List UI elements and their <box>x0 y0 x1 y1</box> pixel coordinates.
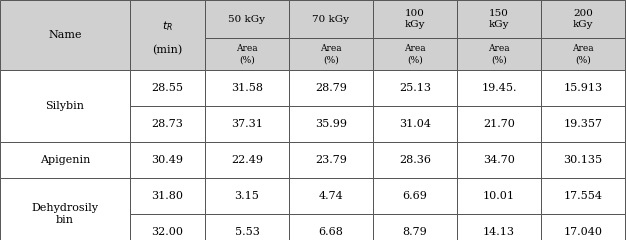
Text: 32.00: 32.00 <box>151 227 183 237</box>
Bar <box>0 142 130 178</box>
Bar <box>625 142 626 178</box>
Bar <box>205 106 289 142</box>
Text: 30.135: 30.135 <box>563 155 603 165</box>
Text: 5.53: 5.53 <box>235 227 259 237</box>
Bar <box>373 0 457 38</box>
Text: Dehydrosily
bin: Dehydrosily bin <box>31 203 98 225</box>
Text: Area
(%): Area (%) <box>320 44 342 64</box>
Bar <box>541 142 625 178</box>
Bar <box>457 106 541 142</box>
Text: 30.49: 30.49 <box>151 155 183 165</box>
Bar <box>457 142 541 178</box>
Text: 28.36: 28.36 <box>399 155 431 165</box>
Text: 31.04: 31.04 <box>399 119 431 129</box>
Text: 200
kGy: 200 kGy <box>573 9 593 29</box>
Bar <box>289 214 373 240</box>
Bar <box>289 0 373 38</box>
Bar <box>130 214 205 240</box>
Text: 10.01: 10.01 <box>483 191 515 201</box>
Bar <box>457 70 541 106</box>
Text: 100
kGy: 100 kGy <box>405 9 425 29</box>
Text: 8.79: 8.79 <box>403 227 428 237</box>
Bar <box>625 0 626 38</box>
Text: 22.49: 22.49 <box>231 155 263 165</box>
Bar <box>205 70 289 106</box>
Text: 50 kGy: 50 kGy <box>228 14 265 24</box>
Bar <box>130 0 205 70</box>
Bar <box>625 214 626 240</box>
Text: 21.70: 21.70 <box>483 119 515 129</box>
Bar <box>0 178 130 240</box>
Bar <box>289 70 373 106</box>
Bar <box>130 142 205 178</box>
Text: 37.31: 37.31 <box>231 119 263 129</box>
Text: Area
(%): Area (%) <box>236 44 258 64</box>
Text: 14.13: 14.13 <box>483 227 515 237</box>
Bar <box>205 38 289 70</box>
Bar <box>205 178 289 214</box>
Bar <box>541 106 625 142</box>
Bar <box>289 178 373 214</box>
Text: 4.74: 4.74 <box>319 191 344 201</box>
Text: 28.73: 28.73 <box>151 119 183 129</box>
Bar <box>541 70 625 106</box>
Text: 31.80: 31.80 <box>151 191 183 201</box>
Bar <box>457 178 541 214</box>
Text: Area
(%): Area (%) <box>488 44 510 64</box>
Bar <box>130 178 205 214</box>
Bar <box>373 142 457 178</box>
Text: Name: Name <box>48 30 82 40</box>
Text: 6.68: 6.68 <box>319 227 344 237</box>
Text: 31.58: 31.58 <box>231 83 263 93</box>
Bar <box>541 38 625 70</box>
Bar <box>373 214 457 240</box>
Bar <box>205 0 289 38</box>
Bar <box>541 0 625 38</box>
Bar <box>541 178 625 214</box>
Bar <box>373 38 457 70</box>
Text: 19.45.: 19.45. <box>481 83 516 93</box>
Text: 28.79: 28.79 <box>315 83 347 93</box>
Text: Area
(%): Area (%) <box>572 44 594 64</box>
Bar <box>205 142 289 178</box>
Text: 25.13: 25.13 <box>399 83 431 93</box>
Text: Area
(%): Area (%) <box>404 44 426 64</box>
Text: 17.554: 17.554 <box>563 191 602 201</box>
Text: 34.70: 34.70 <box>483 155 515 165</box>
Text: 70 kGy: 70 kGy <box>312 14 349 24</box>
Text: 150
kGy: 150 kGy <box>489 9 509 29</box>
Text: 35.99: 35.99 <box>315 119 347 129</box>
Bar <box>373 178 457 214</box>
Text: 17.040: 17.040 <box>563 227 602 237</box>
Bar <box>373 70 457 106</box>
Bar <box>541 214 625 240</box>
Bar <box>625 70 626 106</box>
Text: 23.79: 23.79 <box>315 155 347 165</box>
Bar <box>130 70 205 106</box>
Text: 3.15: 3.15 <box>235 191 259 201</box>
Text: 19.357: 19.357 <box>563 119 602 129</box>
Bar <box>0 0 130 70</box>
Text: $t_R$: $t_R$ <box>162 20 173 34</box>
Text: 15.913: 15.913 <box>563 83 603 93</box>
Bar <box>625 38 626 70</box>
Bar <box>625 106 626 142</box>
Text: Apigenin: Apigenin <box>40 155 90 165</box>
Bar <box>289 38 373 70</box>
Text: Silybin: Silybin <box>46 101 85 111</box>
Bar <box>205 214 289 240</box>
Bar <box>289 106 373 142</box>
Text: (min): (min) <box>152 45 183 55</box>
Bar <box>625 178 626 214</box>
Bar <box>457 0 541 38</box>
Bar <box>457 214 541 240</box>
Bar <box>289 142 373 178</box>
Bar <box>373 106 457 142</box>
Text: 28.55: 28.55 <box>151 83 183 93</box>
Bar <box>0 70 130 142</box>
Text: 6.69: 6.69 <box>403 191 428 201</box>
Bar <box>457 38 541 70</box>
Bar <box>130 106 205 142</box>
